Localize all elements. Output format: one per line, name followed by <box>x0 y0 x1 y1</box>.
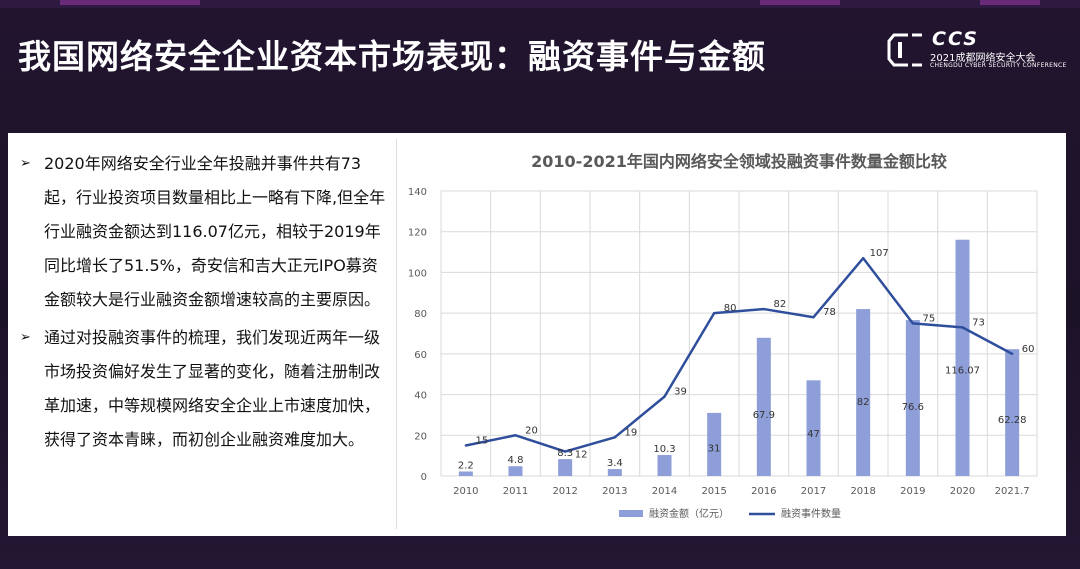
line-data-label: 12 <box>575 450 588 461</box>
line-data-label: 19 <box>624 427 637 438</box>
x-tick-label: 2015 <box>701 486 726 497</box>
wechat-icon <box>900 512 926 533</box>
bar <box>458 471 473 476</box>
bar-data-label: 2.2 <box>458 461 474 472</box>
line-point <box>762 307 766 311</box>
line-point <box>663 395 666 398</box>
line-point <box>514 434 517 437</box>
bar <box>1005 349 1020 476</box>
bar-data-label: 82 <box>857 397 870 408</box>
bar-data-label: 116.07 <box>945 366 980 377</box>
x-tick-label: 2018 <box>850 486 875 497</box>
logo-subtitle: 2021成都网络安全大会 <box>930 53 1036 64</box>
bar-data-label: 8.3 <box>557 448 573 459</box>
x-tick-label: 2012 <box>552 486 577 497</box>
chart-title: 2010-2021年国内网络安全领域投融资事件数量金额比较 <box>531 152 947 171</box>
bar <box>558 459 573 476</box>
y-tick-label: 20 <box>414 431 427 442</box>
line-data-label: 78 <box>823 307 836 318</box>
bar-data-label: 62.28 <box>998 415 1027 426</box>
line-data-label: 39 <box>674 387 687 398</box>
line-data-label: 73 <box>972 317 985 328</box>
line-data-label: 80 <box>724 303 737 314</box>
x-tick-label: 2010 <box>453 486 478 497</box>
bar-data-label: 10.3 <box>653 444 675 455</box>
bar-data-label: 76.6 <box>902 402 924 413</box>
line-point <box>1010 352 1014 356</box>
y-tick-label: 0 <box>421 472 427 483</box>
bullet-item: ➢ 2020年网络安全行业全年投融并事件共有73起，行业投资项目数量相比上一略有… <box>18 147 390 317</box>
line-data-label: 82 <box>773 299 786 310</box>
y-tick-label: 60 <box>414 350 427 361</box>
line-data-label: 107 <box>870 248 889 259</box>
combo-chart: 2010-2021年国内网络安全领域投融资事件数量金额比较 0 20 40 60 80 10… <box>408 152 1038 520</box>
x-tick-label: 2013 <box>602 486 627 497</box>
y-tick-label: 120 <box>408 228 427 239</box>
logo-text: CCS <box>932 28 979 50</box>
line-data-label: 75 <box>922 313 935 324</box>
line-point <box>613 436 617 439</box>
bar <box>905 320 920 476</box>
x-tick-label: 2017 <box>801 486 826 497</box>
bar <box>607 469 622 476</box>
bar <box>955 239 970 476</box>
watermark-text: 赛博英杰 <box>930 509 1010 533</box>
series-line <box>465 256 1013 453</box>
y-tick-label: 140 <box>408 187 427 198</box>
bar-data-label: 31 <box>708 444 721 455</box>
ccs-logo: CCS 2021成都网络安全大会 CHENGDU CYBER SECURITY … <box>884 26 1074 72</box>
panel-divider <box>396 139 397 529</box>
bar-data-label: 3.4 <box>607 458 623 469</box>
slide-title: 我国网络安全企业资本市场表现：融资事件与金额 <box>18 37 766 76</box>
top-decor-segment <box>980 0 1040 5</box>
bar-data-label: 67.9 <box>753 410 775 421</box>
legend-swatch-bar <box>619 510 643 517</box>
legend-label-line: 融资事件数量 <box>781 507 841 520</box>
bullet-arrow-icon: ➢ <box>20 330 31 345</box>
x-tick-label: 2019 <box>900 486 925 497</box>
line-point <box>563 450 567 453</box>
bullet-text: 通过对投融资事件的梳理，我们发现近两年一级市场投资偏好发生了显著的变化，随着注册… <box>44 328 381 449</box>
x-tick-label: 2011 <box>503 486 528 497</box>
x-tick-label: 2016 <box>751 486 776 497</box>
line-point <box>911 322 915 325</box>
top-decor-bar <box>0 0 1080 8</box>
top-decor-segment <box>760 0 840 5</box>
y-tick-label: 100 <box>408 268 427 279</box>
logo-english-subtitle: CHENGDU CYBER SECURITY CONFERENCE <box>930 62 1067 69</box>
bullet-item: ➢ 通过对投融资事件的梳理，我们发现近两年一级市场投资偏好发生了显著的变化，随着… <box>18 321 390 457</box>
line-data-label: 20 <box>525 425 538 436</box>
bullet-text: 2020年网络安全行业全年投融并事件共有73起，行业投资项目数量相比上一略有下降… <box>44 154 386 309</box>
line-point <box>861 256 865 260</box>
x-tick-label: 2020 <box>950 486 975 497</box>
bullet-arrow-icon: ➢ <box>20 156 31 171</box>
y-tick-label: 40 <box>414 391 427 402</box>
bar-data-label: 4.8 <box>508 455 524 466</box>
line-point <box>812 316 815 319</box>
line-data-label: 60 <box>1022 344 1035 355</box>
legend-label-bar: 融资金额（亿元） <box>649 507 729 520</box>
x-tick-label: 2014 <box>652 486 677 497</box>
bar <box>756 337 771 476</box>
bar <box>707 412 722 476</box>
x-tick-label: 2021.7 <box>995 486 1030 497</box>
bar <box>856 309 871 476</box>
line-point <box>712 311 716 315</box>
bullet-list: ➢ 2020年网络安全行业全年投融并事件共有73起，行业投资项目数量相比上一略有… <box>18 147 390 461</box>
line-point <box>464 444 468 447</box>
y-tick-label: 80 <box>414 309 427 320</box>
bar <box>657 455 672 476</box>
line-data-label: 15 <box>475 435 488 446</box>
line-point <box>961 326 964 329</box>
bar <box>508 466 523 476</box>
ccs-logo-mark-icon <box>887 33 922 67</box>
watermark: 赛博英杰 <box>900 505 1010 534</box>
top-decor-segment <box>60 0 200 5</box>
bar-data-label: 47 <box>807 429 820 440</box>
content-panel: ➢ 2020年网络安全行业全年投融并事件共有73起，行业投资项目数量相比上一略有… <box>8 133 1066 536</box>
bar <box>806 380 821 476</box>
